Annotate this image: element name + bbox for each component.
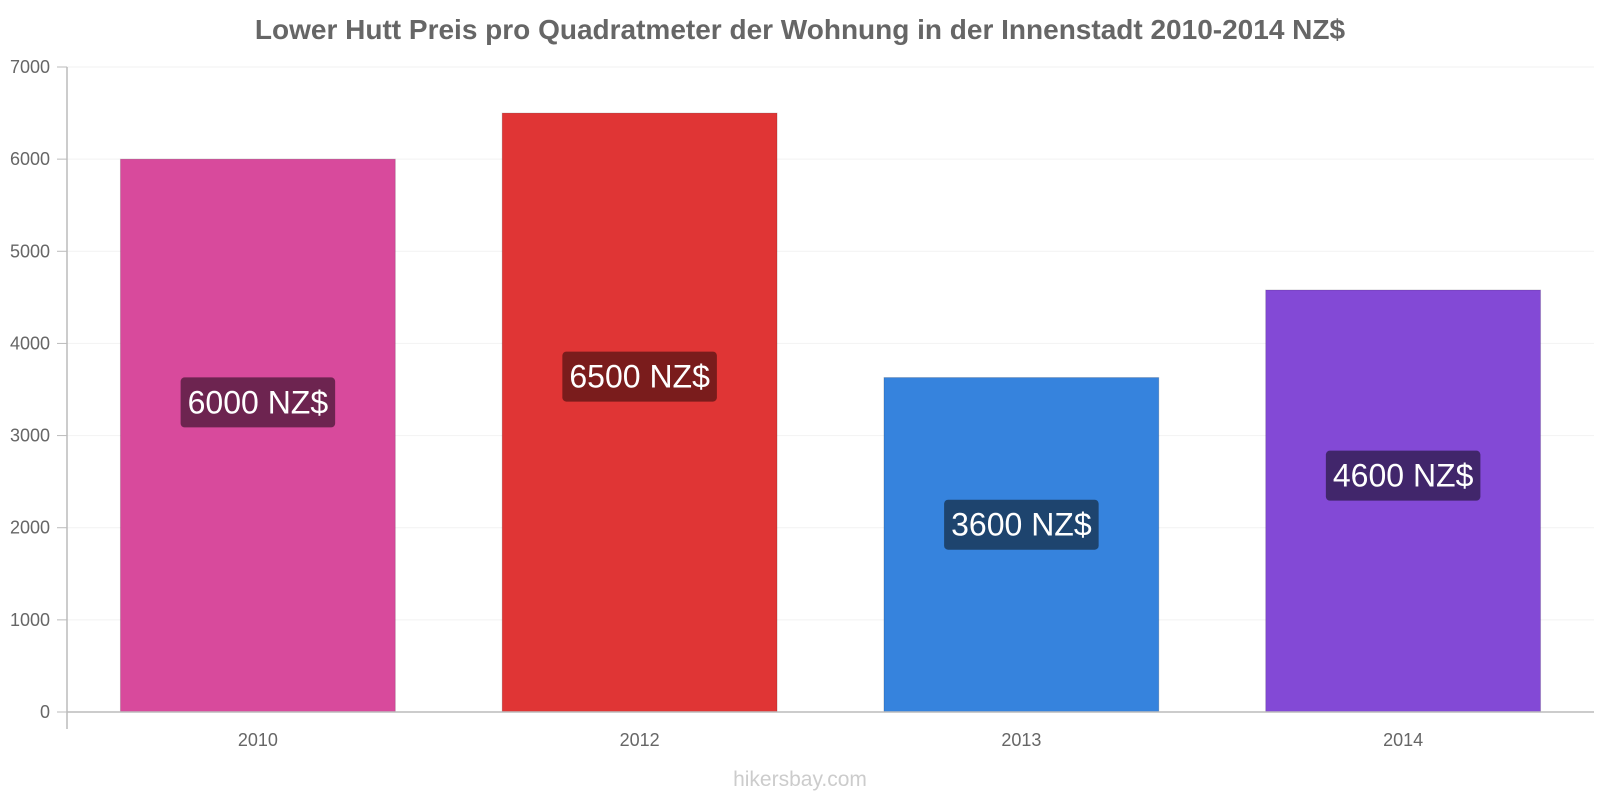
value-label-box [1325,450,1481,501]
bar-2012 [501,112,778,713]
y-tick-label: 4000 [10,333,50,353]
value-label-text: 4600 NZ$ [1333,458,1474,494]
value-label-2013: 3600 NZ$ [944,499,1099,550]
x-tick-label: 2014 [1383,730,1423,750]
y-tick-label: 5000 [10,241,50,261]
value-label-box [944,499,1099,550]
value-label-box [562,351,717,402]
value-label-text: 6500 NZ$ [569,359,710,395]
value-label-2010: 6000 NZ$ [180,377,336,428]
x-tick-label: 2012 [620,730,660,750]
value-label-box [180,377,336,428]
value-label-2012: 6500 NZ$ [562,351,717,402]
x-tick-label: 2010 [238,730,278,750]
y-tick-label: 6000 [10,149,50,169]
x-tick-label: 2013 [1001,730,1041,750]
value-labels: 6000 NZ$ 6500 NZ$ 3600 NZ$ 4600 NZ$ [180,351,1481,550]
y-tick-label: 7000 [10,57,50,77]
value-label-2014: 4600 NZ$ [1325,450,1481,501]
bar-2014 [1265,289,1542,713]
watermark-text: hikersbay.com [733,768,867,791]
y-tick-label: 2000 [10,518,50,538]
y-tick-label: 1000 [10,610,50,630]
chart-title: Lower Hutt Preis pro Quadratmeter der Wo… [254,14,1346,45]
y-tick-label: 3000 [10,426,50,446]
axes: 0 1000 2000 3000 4000 5000 6000 7000 2010 2012 201… [10,57,1594,750]
y-tick-label: 0 [40,702,50,722]
value-label-text: 3600 NZ$ [951,507,1092,543]
value-label-text: 6000 NZ$ [188,384,329,420]
bar-2010 [119,158,396,713]
